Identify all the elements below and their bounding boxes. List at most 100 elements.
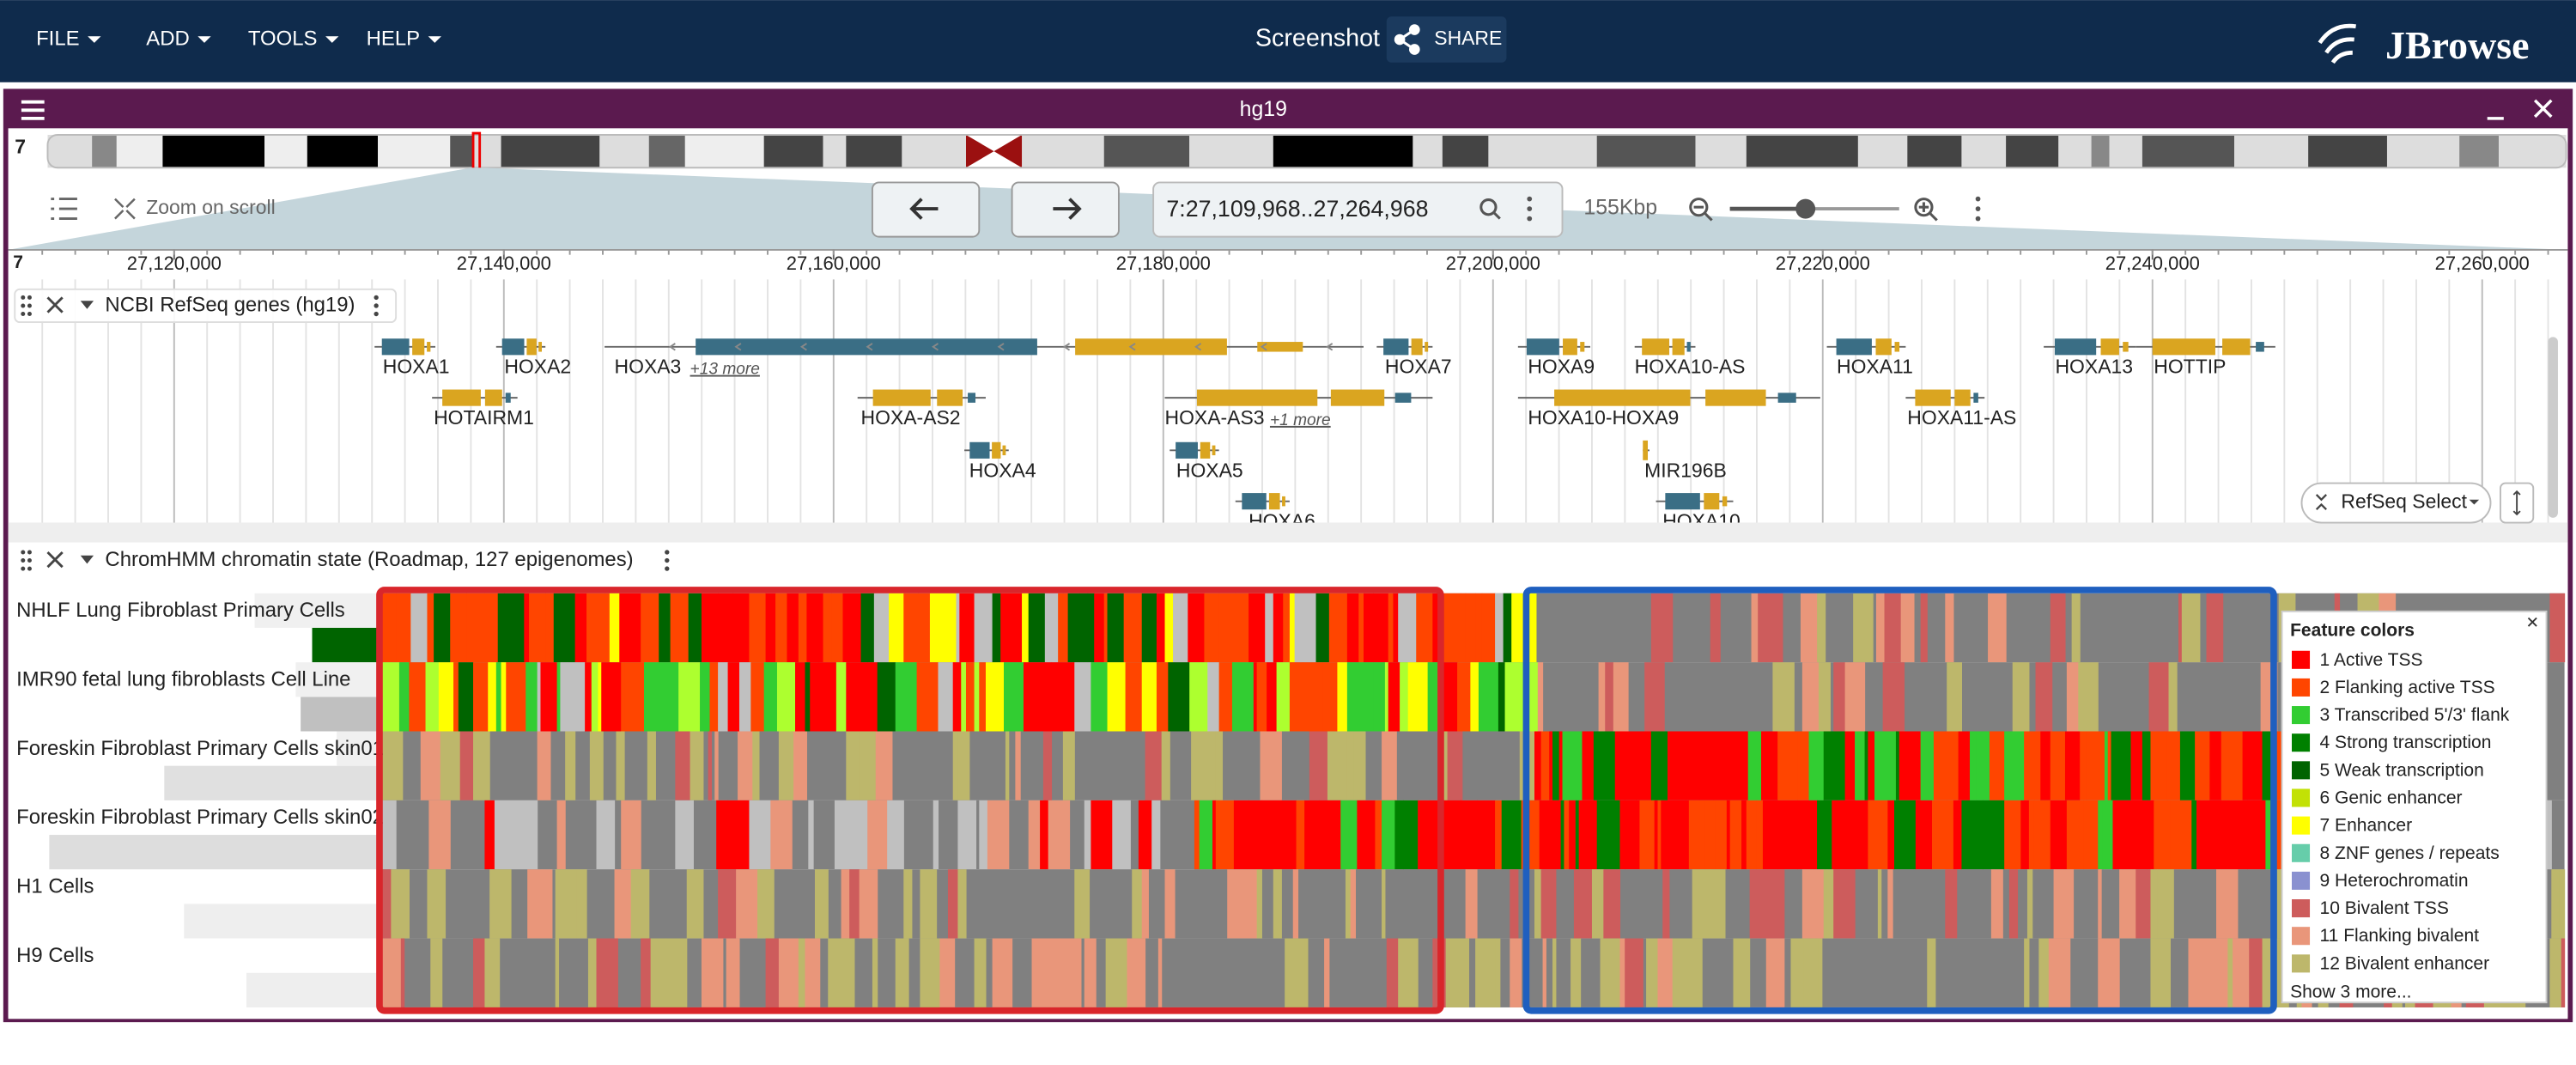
gene[interactable]: HOTTIP [2136, 338, 2275, 378]
legend-close-icon[interactable] [2527, 617, 2537, 627]
share-label[interactable]: SHARE [1434, 27, 1502, 49]
gene[interactable]: HOTAIRM1 [432, 389, 534, 429]
gene[interactable]: HOXA-AS3 [1165, 389, 1433, 429]
state-stripe [1079, 593, 1089, 663]
gene[interactable]: HOXA4 [964, 441, 1036, 482]
gene-label[interactable]: HOXA9 [1528, 356, 1595, 378]
state-stripe [765, 593, 776, 663]
scrollbar[interactable] [2548, 337, 2558, 518]
view-menu-button[interactable] [21, 100, 45, 120]
gene[interactable]: HOXA13 [2044, 338, 2136, 378]
state-stripe [1022, 593, 1030, 663]
gene-label[interactable]: HOXA1 [383, 356, 450, 378]
drag-handle[interactable] [21, 550, 32, 571]
drag-handle[interactable] [21, 295, 32, 317]
close-view-button[interactable] [2533, 99, 2553, 119]
zoom-scroll-toggle[interactable]: Zoom on scroll [146, 196, 275, 218]
search-icon[interactable] [1479, 198, 1501, 220]
gene-label[interactable]: MIR196B [1644, 459, 1727, 481]
state-stripe [961, 662, 967, 732]
gene-label[interactable]: HOXA10-AS [1635, 356, 1746, 378]
gene[interactable]: HOXA-AS2 [857, 389, 986, 429]
gene-label[interactable]: HOXA13 [2055, 356, 2133, 378]
menu-item[interactable]: FILE [36, 27, 80, 50]
menu-item[interactable]: ADD [146, 27, 189, 50]
gene[interactable]: HOXA11 [1826, 338, 1913, 378]
state-stripe [2112, 800, 2123, 870]
gene-label[interactable]: HOXA10-HOXA9 [1528, 406, 1679, 429]
zoom-in-button[interactable] [1914, 198, 1938, 222]
gene[interactable]: HOXA1 [374, 338, 450, 378]
state-stripe [2053, 869, 2075, 939]
state-stripe [903, 593, 920, 663]
state-stripe [1141, 593, 1157, 663]
refseq-select[interactable] [2300, 482, 2492, 524]
gene-label[interactable]: HOXA7 [1385, 356, 1452, 378]
state-stripe [400, 938, 405, 1007]
legend-swatch [2292, 954, 2311, 973]
legend-more[interactable]: Show 3 more... [2290, 982, 2411, 1001]
state-stripe [1504, 662, 1524, 732]
state-stripe [1231, 662, 1255, 732]
menu-item[interactable]: HELP [367, 27, 420, 50]
zoom-slider-thumb[interactable] [1795, 198, 1816, 219]
highlight-box-red [376, 587, 1444, 1014]
track-menu[interactable] [374, 295, 379, 317]
state-stripe [1273, 869, 1282, 939]
gene-label[interactable]: HOXA11-AS [1907, 406, 2016, 429]
gene-label[interactable]: HOXA11 [1837, 356, 1913, 378]
collapse-track[interactable] [80, 555, 94, 564]
strand-arrow [1128, 343, 1136, 351]
state-stripe [430, 938, 443, 1007]
state-stripe [787, 593, 799, 663]
close-track-button[interactable] [46, 551, 64, 569]
collapse-track[interactable] [80, 301, 94, 309]
view-options-menu[interactable] [1975, 196, 1981, 222]
menu-item[interactable]: TOOLS [248, 27, 318, 50]
state-stripe [1864, 731, 1868, 800]
gene-label[interactable]: HOXA3 [615, 356, 682, 378]
gene-label[interactable]: HOXA4 [969, 459, 1036, 481]
gene-label[interactable]: HOTAIRM1 [434, 406, 534, 429]
zoom-out-button[interactable] [1689, 198, 1713, 222]
state-stripe [1625, 800, 1641, 870]
close-track-button[interactable] [46, 296, 64, 313]
gene-label[interactable]: HOXA2 [504, 356, 571, 378]
highlight-box-blue [1522, 587, 2277, 1014]
track-menu[interactable] [665, 550, 670, 571]
gene[interactable]: HOXA2 [495, 338, 571, 378]
more-features-link[interactable]: +1 more [1270, 411, 1331, 429]
gene-label[interactable]: HOXA-AS2 [861, 406, 961, 429]
back-arrow [909, 198, 939, 220]
gene[interactable]: HOXA10-HOXA9 [1517, 389, 1820, 429]
state-stripe [1005, 731, 1010, 800]
band [473, 134, 501, 168]
state-stripe [2181, 593, 2201, 663]
gene-label[interactable]: HOTTIP [2154, 356, 2226, 378]
gene[interactable]: HOXA10-AS [1635, 338, 1746, 378]
state-stripe [1285, 938, 1305, 1007]
refseq-select-label[interactable]: RefSeq Select [2341, 490, 2467, 513]
gene-label[interactable]: HOXA5 [1176, 459, 1243, 481]
gene[interactable]: HOXA7 [1376, 338, 1452, 378]
state-stripe [616, 731, 625, 800]
gene[interactable]: HOXA3 [605, 338, 1364, 378]
gene[interactable]: MIR196B [1643, 440, 1727, 481]
gene-label[interactable]: HOXA-AS3 [1165, 406, 1265, 429]
zoom-scroll-icon[interactable] [114, 198, 136, 220]
more-features-link[interactable]: +13 more [690, 361, 760, 379]
gene[interactable]: HOXA5 [1170, 441, 1243, 482]
gene[interactable]: HOXA11-AS [1905, 389, 2016, 429]
gene[interactable]: HOXA9 [1517, 338, 1595, 378]
exon [1411, 338, 1423, 356]
exon [381, 338, 410, 356]
track-selector-button[interactable] [51, 198, 77, 221]
state-stripe [1445, 938, 1450, 1007]
locus-menu[interactable] [1527, 196, 1533, 222]
state-stripe [770, 800, 793, 870]
state-stripe [2102, 800, 2114, 870]
state-stripe [1358, 593, 1364, 663]
state-stripe [2048, 938, 2071, 1007]
locus-text[interactable]: 7:27,109,968..27,264,968 [1166, 196, 1428, 222]
locus-input[interactable] [1152, 181, 1564, 238]
